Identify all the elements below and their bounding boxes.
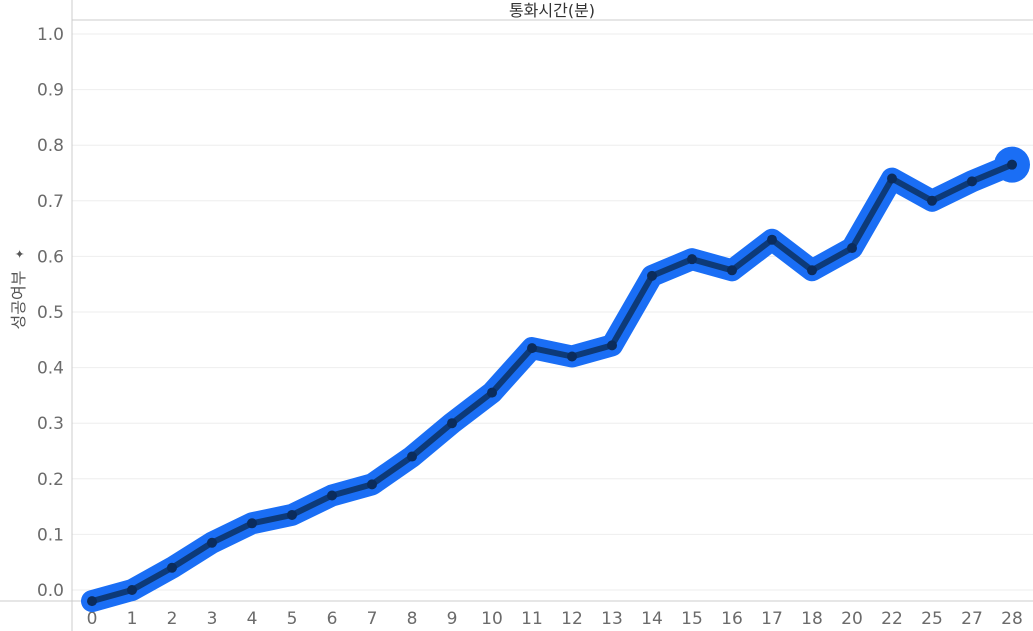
data-point[interactable] xyxy=(167,562,177,573)
x-tick-label: 17 xyxy=(761,609,783,629)
data-point[interactable] xyxy=(607,340,617,351)
y-tick-label: 0.0 xyxy=(37,581,64,601)
x-tick-label: 10 xyxy=(481,609,503,629)
y-tick-label: 0.1 xyxy=(37,525,64,545)
data-point[interactable] xyxy=(567,351,577,362)
x-tick-label: 8 xyxy=(407,609,418,629)
x-tick-label: 14 xyxy=(641,609,663,629)
x-tick-label: 6 xyxy=(327,609,338,629)
data-point[interactable] xyxy=(447,418,457,429)
y-tick-label: 0.7 xyxy=(37,192,64,212)
data-point[interactable] xyxy=(407,451,417,462)
pin-icon: ✦ xyxy=(13,249,27,259)
data-point[interactable] xyxy=(887,173,897,184)
x-tick-label: 4 xyxy=(247,609,258,629)
x-tick-labels: 0 1 2 3 4 5 6 7 8 9 10 11 12 13 14 15 16 17 18 20 22 25 27 28 xyxy=(87,609,1023,629)
x-tick-label: 2 xyxy=(167,609,178,629)
x-tick-label: 3 xyxy=(207,609,218,629)
x-tick-label: 13 xyxy=(601,609,623,629)
x-tick-label: 0 xyxy=(87,609,98,629)
data-point[interactable] xyxy=(967,176,977,187)
data-point[interactable] xyxy=(87,596,97,607)
y-tick-label: 0.5 xyxy=(37,303,64,323)
data-point[interactable] xyxy=(367,479,377,490)
y-tick-label: 0.2 xyxy=(37,470,64,490)
data-point[interactable] xyxy=(727,265,737,276)
data-point[interactable] xyxy=(1007,159,1017,170)
data-point[interactable] xyxy=(527,343,537,354)
x-tick-label: 5 xyxy=(287,609,298,629)
x-tick-label: 9 xyxy=(447,609,458,629)
y-tick-label: 0.3 xyxy=(37,414,64,434)
x-tick-label: 7 xyxy=(367,609,378,629)
series-line xyxy=(89,161,1015,605)
x-tick-label: 11 xyxy=(521,609,543,629)
data-point[interactable] xyxy=(247,518,257,529)
x-tick-label: 20 xyxy=(841,609,863,629)
x-tick-label: 22 xyxy=(881,609,903,629)
x-tick-label: 15 xyxy=(681,609,703,629)
data-point[interactable] xyxy=(807,265,817,276)
chart-title: 통화시간(분) xyxy=(509,1,595,20)
series-success-rate xyxy=(81,146,1030,613)
data-point[interactable] xyxy=(847,243,857,254)
data-point[interactable] xyxy=(287,509,297,520)
y-tick-label: 0.6 xyxy=(37,247,64,267)
data-point[interactable] xyxy=(647,270,657,281)
y-tick-label: 0.9 xyxy=(37,81,64,101)
data-point[interactable] xyxy=(327,490,337,501)
data-point[interactable] xyxy=(207,537,217,548)
y-tick-label: 0.4 xyxy=(37,359,64,379)
x-tick-label: 28 xyxy=(1001,609,1023,629)
y-tick-labels: 0.0 0.1 0.2 0.3 0.4 0.5 0.6 0.7 0.8 0.9 1.0 xyxy=(37,25,64,601)
data-point[interactable] xyxy=(687,254,697,265)
x-tick-label: 27 xyxy=(961,609,983,629)
data-point[interactable] xyxy=(927,195,937,206)
x-tick-label: 16 xyxy=(721,609,743,629)
data-point[interactable] xyxy=(487,387,497,398)
x-tick-label: 25 xyxy=(921,609,943,629)
x-tick-label: 18 xyxy=(801,609,823,629)
data-point[interactable] xyxy=(767,234,777,245)
data-point[interactable] xyxy=(127,585,137,595)
y-tick-label: 1.0 xyxy=(37,25,64,45)
x-tick-label: 1 xyxy=(127,609,138,629)
y-axis-label: 성공여부 xyxy=(9,271,28,330)
y-axis-label-group: 성공여부 ✦ xyxy=(9,249,28,329)
x-tick-label: 12 xyxy=(561,609,583,629)
y-tick-label: 0.8 xyxy=(37,136,64,156)
